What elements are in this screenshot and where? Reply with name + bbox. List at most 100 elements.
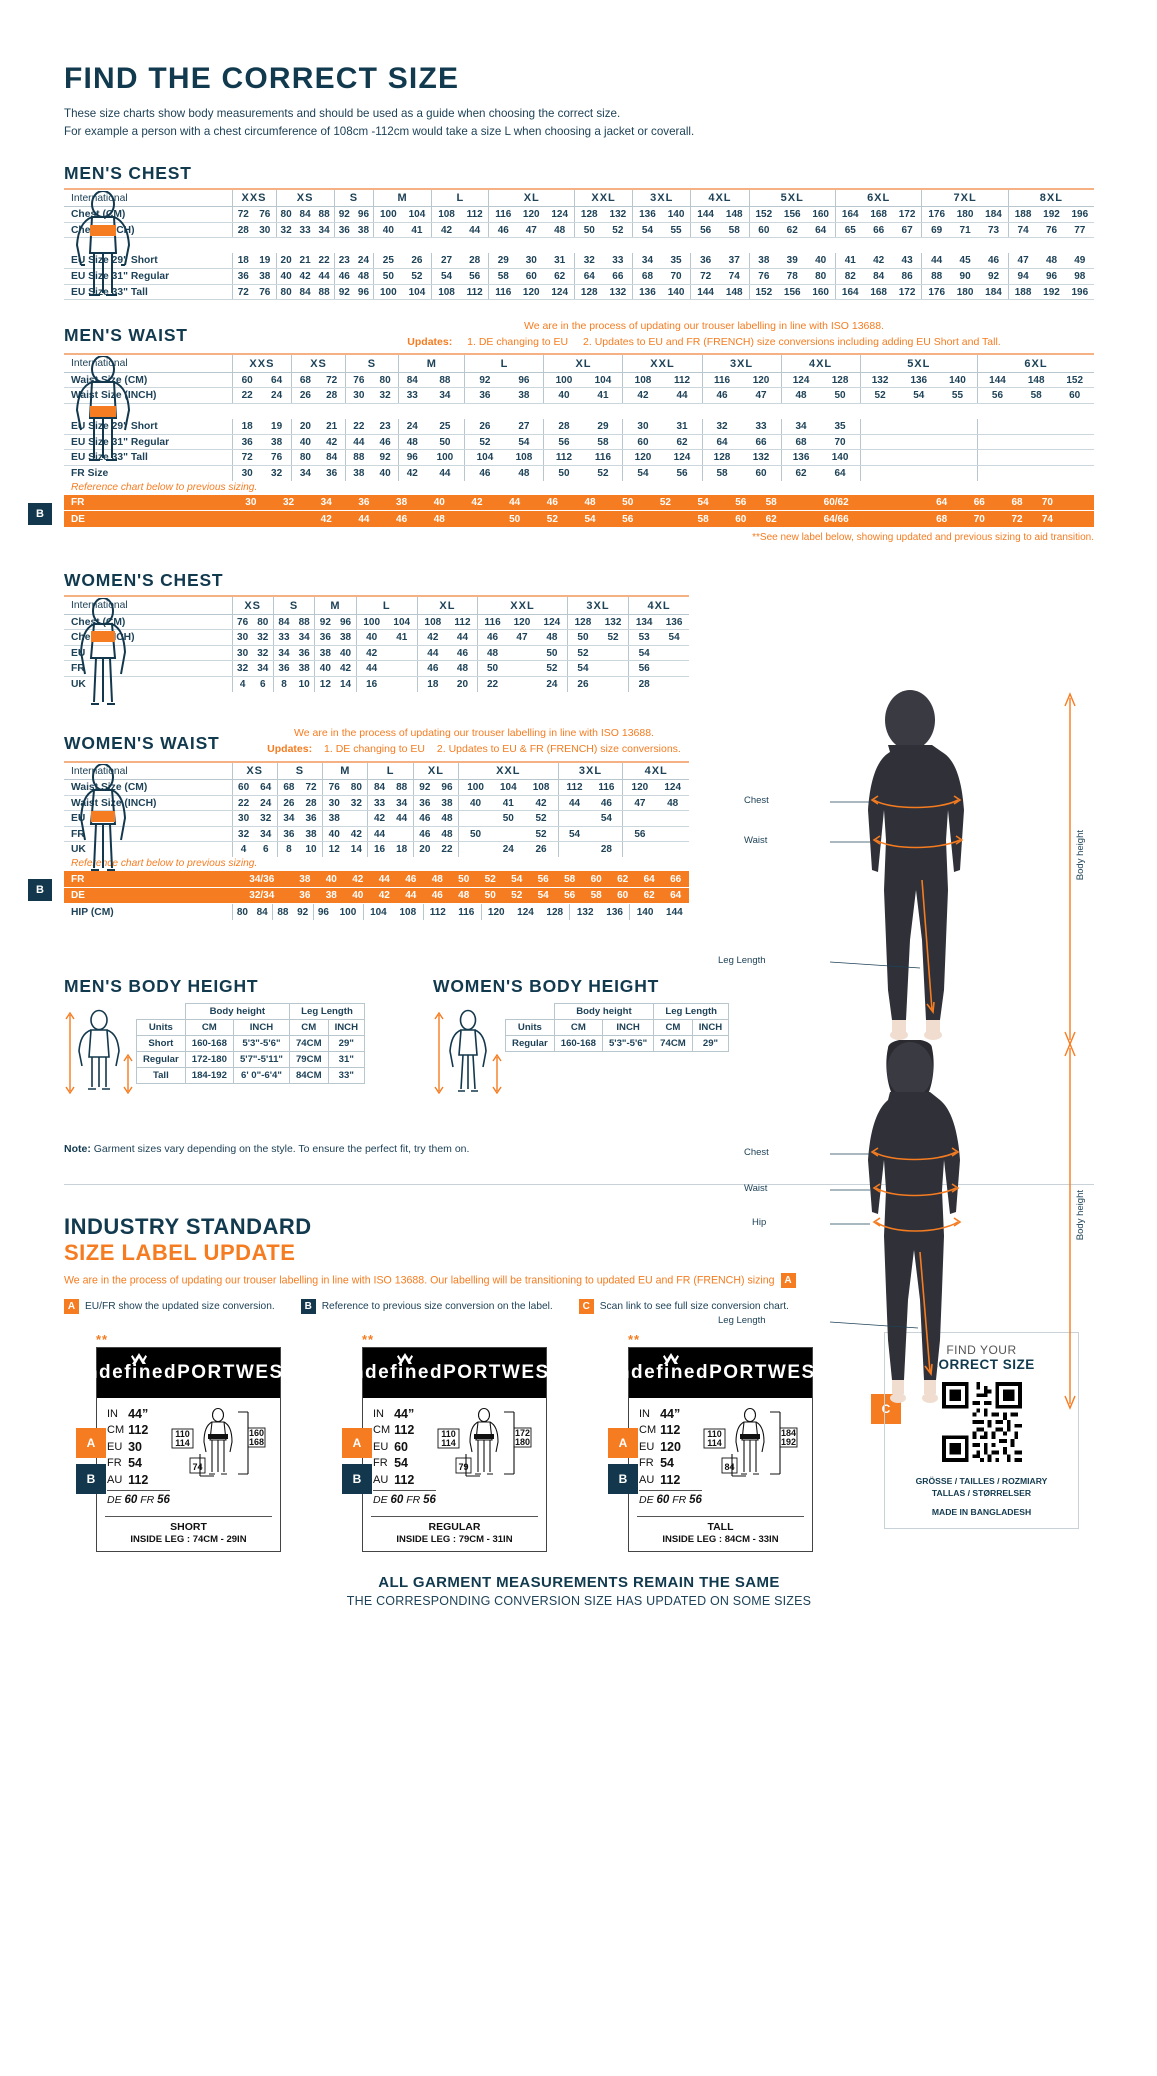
table-cell: 44 (439, 467, 451, 479)
table-cell: 100 (339, 906, 357, 918)
qr-code-icon[interactable] (941, 1381, 1022, 1462)
reference-cell: 52 (503, 887, 530, 904)
mens-body-height-block: MEN'S BODY HEIGHT (64, 976, 366, 1095)
table-row: Regular 160-168 5'3"-5'6" 74CM 29" (505, 1034, 730, 1052)
table-cell: 148 (719, 206, 750, 223)
table-cell (656, 842, 689, 858)
key-item-c: C Scan link to see full size conversion … (578, 1298, 789, 1314)
table-cell: 32 (231, 826, 255, 843)
table-cell (899, 418, 938, 435)
svg-text:114: 114 (707, 1438, 722, 1448)
table-cell: 36 (231, 268, 254, 285)
table-cell: 25 (425, 418, 465, 435)
table-cell (387, 676, 418, 692)
industry-subtitle-text: We are in the process of updating our tr… (64, 1274, 775, 1287)
table-cell: 56 (976, 387, 1017, 404)
table-cell: 18 (231, 418, 262, 435)
garment-label-card: undefinedPORTWEST® IN 44” CM 112 EU 60 FR 54 AU 11… (339, 1346, 569, 1552)
table-cell: 144 (976, 372, 1017, 389)
male-waist-figure-icon (75, 356, 131, 462)
table-cell: 104 (583, 372, 623, 389)
table-cell: 38 (261, 434, 292, 451)
table-cell: 18 (231, 253, 254, 270)
label-fit-detail: INSIDE LEG : 84CM - 33IN (662, 1533, 779, 1545)
table-cell: 33 (741, 418, 782, 435)
table-cell: 12 (314, 676, 336, 692)
label-tag-a: A (76, 1427, 106, 1458)
ww-col-xl: XL (412, 762, 459, 781)
mens-waist-title: MEN'S WAIST (64, 325, 188, 346)
table-cell: 132 (598, 614, 629, 631)
table-cell: 80 (231, 904, 253, 920)
reference-cell: 52 (646, 494, 685, 512)
table-cell: 27 (504, 418, 544, 435)
female-bodyheight-figure-icon (434, 1009, 502, 1095)
table-row: HIP (CM) 80 84 88 92 96 100 104 108 112 116 120 124 1… (64, 904, 689, 920)
table-cell: 32 (701, 418, 742, 435)
table-cell: 26 (566, 676, 599, 692)
table-cell: 29 (488, 253, 518, 270)
table-cell: 27 (431, 253, 461, 270)
label-measure-value: 112 (660, 1472, 681, 1487)
table-cell: 47 (517, 222, 546, 239)
table-cell (937, 418, 978, 435)
table-cell: 124 (780, 372, 821, 389)
table-cell: 34 (272, 645, 295, 662)
table-cell: 136 (632, 206, 662, 223)
table-cell: 20 (412, 841, 436, 858)
table-row: UK 4 6 8 10 12 14 16 18 20 22 24 26 28 (64, 676, 689, 692)
table-cell: 24 (353, 253, 374, 270)
table-cell: 44 (460, 222, 489, 239)
table-cell: 92 (412, 779, 436, 796)
table-cell: 48 (353, 268, 374, 285)
table-cell: 68 (780, 434, 821, 451)
row-label: EU Size 33" Tall (64, 449, 232, 466)
intro-line-1: These size charts show body measurements… (64, 107, 621, 120)
table-cell: 26 (291, 387, 319, 404)
col-5xl: 5XL (748, 189, 836, 208)
table-cell: 48 (477, 645, 508, 662)
table-cell: 41 (583, 387, 623, 404)
table-cell: 58 (701, 465, 742, 481)
label-body: IN 44” CM 112 EU 30 FR 54 AU 112 DE 60 FR 56 110 114… (97, 1398, 280, 1513)
table-cell: 30 (231, 810, 255, 827)
reference-cell: 68 (922, 510, 961, 527)
table-cell: 140 (661, 206, 691, 223)
key-item-a: A EU/FR show the updated size conversion… (64, 1298, 275, 1314)
reference-cell: 44 (495, 494, 534, 512)
wc-col-4xl: 4XL (628, 597, 689, 615)
table-cell: 100 (373, 284, 403, 301)
female-model-figure: Chest Waist Hip Leg Length Body height (718, 1039, 1100, 1430)
row-label: EU (64, 645, 232, 662)
table-row: EU 30 32 34 36 38 42 44 46 48 50 52 54 (64, 810, 689, 827)
brand-bar: undefinedPORTWEST® (339, 1347, 569, 1398)
table-cell: 53 (628, 629, 660, 646)
mens-waist-b-badge: B (28, 502, 52, 525)
table-cell: 98 (1065, 268, 1094, 285)
womens-waist-updates-line1: We are in the process of updating our tr… (294, 727, 654, 740)
womens-waist-header-row: International XS S M L XL XXL 3XL 4XL (64, 762, 689, 781)
table-cell: 42 (318, 434, 346, 451)
table-cell: 144 (690, 284, 720, 301)
table-cell: 58 (583, 434, 623, 451)
svg-text:110: 110 (707, 1429, 722, 1439)
table-cell: 40 (543, 387, 584, 404)
table-row: Chest (CM) 72 76 80 84 88 92 96 100 104 108 112 116 1… (64, 206, 1094, 223)
womens-waist-reference-note: Reference chart below to previous sizing… (71, 858, 258, 870)
table-cell: 54 (590, 810, 623, 827)
male-label-body-height: Body height (1075, 830, 1086, 881)
reference-cell: 40 (420, 494, 459, 512)
label-tag-a: A (608, 1427, 638, 1458)
table-cell: 58 (719, 222, 750, 239)
reference-cell: 34/36 (232, 871, 292, 888)
table-cell: 42 (335, 660, 357, 677)
mw-col-4xl: 4XL (780, 355, 861, 373)
label-measure-key: AU (639, 1473, 655, 1486)
wbh-sub-inch2: INCH (691, 1018, 730, 1036)
table-cell (590, 826, 623, 843)
table-cell: 86 (892, 268, 922, 285)
table-cell: 68 (276, 779, 300, 796)
table-row: EU Size 31" Regular 36 38 40 42 44 46 48 50 52 54 5… (64, 268, 1094, 285)
